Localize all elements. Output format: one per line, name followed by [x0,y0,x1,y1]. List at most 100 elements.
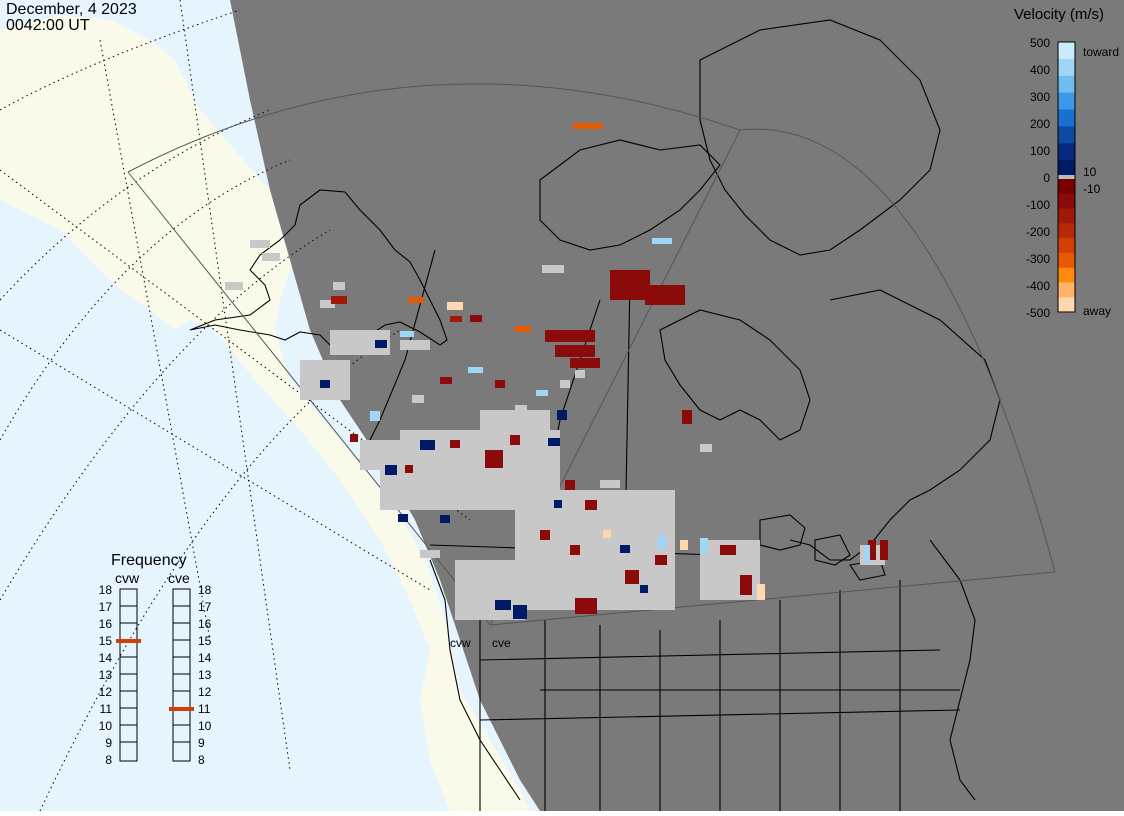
scatter-cell [720,545,736,555]
scatter-cell [450,316,462,322]
scatter-cell [250,240,270,248]
frequency-tick-label: 17 [99,600,113,614]
scatter-cell [864,545,870,563]
west-coast [429,559,521,801]
scatter-cell [385,465,397,475]
radar-fields-of-view [127,83,1056,626]
date-label: December, 4 2023 [6,1,137,18]
colorbar-tick-label: 200 [1030,117,1050,131]
graticule-line [0,159,291,441]
colorbar-segment-toward [1058,75,1075,94]
site-label-cvw: cvw [450,636,471,650]
scatter-cell [655,555,667,565]
scatter-cell [498,455,513,463]
colorbar-segment-away [1058,208,1075,224]
site-label-cve: cve [492,636,511,650]
frequency-tick-label: 17 [198,600,212,614]
frequency-title: Frequency [111,552,187,569]
colorbar-segment-away [1058,238,1075,254]
scatter-cell [495,500,507,508]
colorbar-segment-away [1058,297,1075,313]
scatter-cell [412,395,424,403]
dayside-land [0,15,530,811]
frequency-tick-label: 11 [100,702,113,716]
colorbar-threshold-positive: 10 [1083,165,1097,179]
colorbar-segment-toward [1058,42,1075,60]
scatter-cell [682,410,692,424]
scatter-cell [331,296,347,304]
frequency-scale-box [119,588,138,762]
colorbar-segment-toward [1058,109,1075,127]
scatter-cell [440,515,450,523]
frequency-tick-label: 15 [198,634,212,648]
frequency-tick-label: 12 [198,685,212,699]
scatter-cell [513,605,527,619]
scatter-cell [460,575,472,583]
colorbar-tick-label: 500 [1030,36,1050,50]
east-coast [929,539,976,801]
frequency-tick-label: 16 [99,617,113,631]
scatter-cell [570,358,600,368]
hudson-bay [659,309,811,441]
velocity-colorbar: 500 400 300 200 100 0 -100 -200 -300 -400 -500 towa… [1026,36,1119,320]
colorbar-tick-label: 400 [1030,63,1050,77]
graticule-line [0,329,431,591]
scatter-cell [570,545,580,555]
frequency-scale-box [172,588,191,762]
scatter-cell [408,297,424,303]
colorbar-tick-label: -300 [1026,252,1050,266]
graticule-line [99,39,211,641]
east-canada [789,289,1001,561]
scatter-cell [868,540,876,560]
colorbar-frame [1057,41,1076,313]
scatter-cell [652,238,672,244]
scatter-cell [333,282,345,290]
colorbar-segment-toward [1058,160,1075,178]
colorbar-segment-toward [1058,143,1075,161]
colorbar-segment-away [1058,193,1075,210]
colorbar-threshold-negative: -10 [1083,182,1101,196]
scatter-cell [400,331,414,337]
scatter-cell [545,330,595,342]
scatter-cell [585,500,597,510]
scatter-cell [542,265,564,273]
scatter-cell [320,300,335,308]
scatter-cell [575,598,597,614]
scatter-cell [468,367,483,373]
colorbar-segment-away [1058,179,1075,195]
frequency-panel: Frequency cvw cve 1817161514131211109818… [99,552,212,767]
scatter-cell [400,340,430,350]
frequency-tick-label: 9 [105,736,112,750]
time-label: 0042:00 UT [6,17,90,34]
scatter-cell [757,584,765,600]
scatter-cell [640,585,648,593]
scatter-cell [320,380,330,388]
frequency-tick-label: 14 [99,651,113,665]
scatter-cell [600,480,620,488]
frequency-marker-cvw [116,639,141,643]
frequency-tick-label: 10 [99,719,113,733]
greenland [699,19,941,256]
frequency-tick-label: 13 [198,668,212,682]
frequency-marker-cve [169,707,194,711]
scatter-cell [658,535,666,549]
velocity-scale-title: Velocity (m/s) [1014,6,1105,23]
graticule-line [0,9,241,111]
colorbar-segment-toward [1058,92,1075,111]
colorbar-tick-label: 100 [1030,144,1050,158]
scatter-cell [405,465,413,473]
scatter-cell [515,326,531,332]
cve-fov [489,128,1056,626]
scatter-cell [510,435,520,445]
colorbar-tick-label: -100 [1026,198,1050,212]
scatter-cell [700,444,712,452]
frequency-tick-label: 18 [198,583,212,597]
scatter-cell [495,380,505,388]
us-states [479,560,961,811]
scatter-cell [447,302,463,310]
scatter-cell [380,470,420,510]
frequency-radar-label-cvw: cvw [115,570,140,586]
scatter-cell [645,530,657,538]
